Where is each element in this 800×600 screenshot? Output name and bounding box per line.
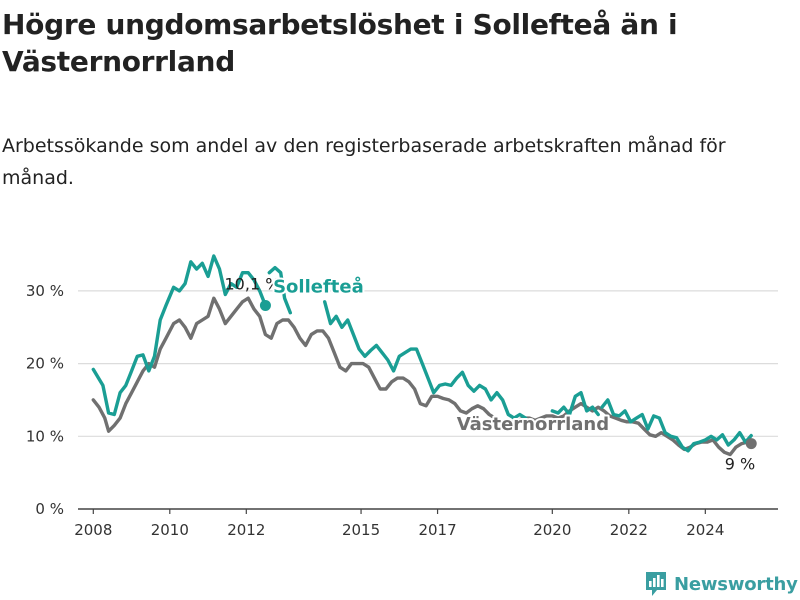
- series-line-solleftea: [91, 254, 268, 417]
- x-tick-label: 2008: [74, 521, 112, 539]
- end-marker-solleftea: [259, 299, 271, 311]
- end-marker-vasternorrland: [745, 438, 757, 450]
- series-label: Västernorrland: [457, 414, 609, 435]
- series-label: Sollefteå: [273, 275, 364, 297]
- series-line-solleftea: [323, 300, 528, 420]
- x-tick-label: 2022: [610, 521, 648, 539]
- series-line-vasternorrland: [91, 296, 753, 457]
- y-tick-label: 20 %: [26, 355, 64, 373]
- series-lines: [91, 254, 757, 457]
- x-tick-label: 2017: [418, 521, 456, 539]
- y-tick-label: 30 %: [26, 282, 64, 300]
- brand-name: Newsworthy: [674, 573, 798, 595]
- chart-subtitle: Arbetssökande som andel av den registerb…: [2, 135, 726, 189]
- chart-labels: 10,1 % 9 % Sollefteå Västernorrland: [225, 273, 756, 474]
- grid-lines: [78, 290, 778, 437]
- series-line-solleftea: [267, 265, 292, 315]
- bar-chart-logo-icon: [646, 572, 666, 596]
- y-tick-label: 10 %: [26, 427, 64, 445]
- chart-title: Högre ungdomsarbetslöshet i Sollefteå än…: [2, 8, 678, 78]
- x-tick-label: 2015: [342, 521, 380, 539]
- series-line-solleftea: [600, 398, 753, 453]
- y-tick-label: 0 %: [35, 500, 64, 518]
- x-tick-label: 2010: [151, 521, 189, 539]
- x-tick-label: 2012: [227, 521, 265, 539]
- end-value-label: 9 %: [725, 455, 755, 474]
- x-tick-label: 2020: [533, 521, 571, 539]
- axes: 0 % 10 % 20 % 30 % 2008 2010 2012 2015 2017 2020 2…: [26, 282, 778, 539]
- x-tick-label: 2024: [686, 521, 724, 539]
- series-line-solleftea: [550, 391, 600, 417]
- newsworthy-logo[interactable]: Newsworthy: [644, 568, 798, 600]
- end-value-label: 10,1 %: [225, 274, 281, 293]
